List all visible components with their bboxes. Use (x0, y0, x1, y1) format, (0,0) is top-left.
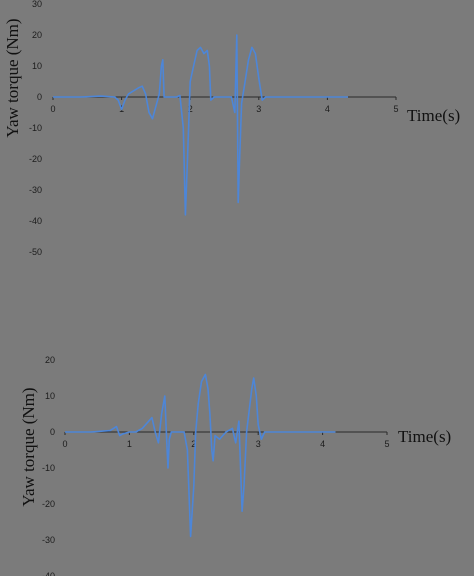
y-tick-label: -10 (42, 463, 55, 473)
y-tick-label: -40 (29, 216, 42, 226)
x-tick-label: 0 (50, 104, 55, 114)
y-tick-label: 30 (32, 0, 42, 9)
y-tick-label: -10 (29, 123, 42, 133)
chart-lower: Yaw torque (Nm) Time(s) 20100-10-20-30-4… (19, 355, 451, 576)
y-tick-label: -50 (29, 247, 42, 257)
x-tick-label: 0 (62, 439, 67, 449)
x-tick-label: 4 (325, 104, 330, 114)
x-tick-label: 3 (256, 439, 261, 449)
y-tick-label: -40 (42, 571, 55, 576)
x-tick-label: 1 (127, 439, 132, 449)
x-tick-label: 2 (188, 104, 193, 114)
x-tick-label: 5 (384, 439, 389, 449)
y-tick-label: -20 (42, 499, 55, 509)
y-tick-label: 20 (32, 30, 42, 40)
x-tick-label: 4 (320, 439, 325, 449)
y-tick-label: 10 (45, 391, 55, 401)
y-tick-label: 0 (50, 427, 55, 437)
series-line (65, 373, 336, 538)
series-line (53, 34, 348, 216)
x-tick-label: 5 (393, 104, 398, 114)
y-axis-label: Yaw torque (Nm) (19, 387, 38, 506)
y-tick-label: -30 (42, 535, 55, 545)
y-tick-label: 20 (45, 355, 55, 365)
x-tick-label: 2 (191, 439, 196, 449)
y-axis-label: Yaw torque (Nm) (3, 18, 22, 137)
x-tick-label: 3 (256, 104, 261, 114)
y-tick-label: 0 (37, 92, 42, 102)
x-axis-label: Time(s) (407, 106, 460, 125)
x-axis-label: Time(s) (398, 427, 451, 446)
y-tick-label: 10 (32, 61, 42, 71)
y-tick-label: -30 (29, 185, 42, 195)
chart-upper: Yaw torque (Nm) Time(s) 3020100-10-20-30… (3, 0, 460, 257)
y-tick-label: -20 (29, 154, 42, 164)
